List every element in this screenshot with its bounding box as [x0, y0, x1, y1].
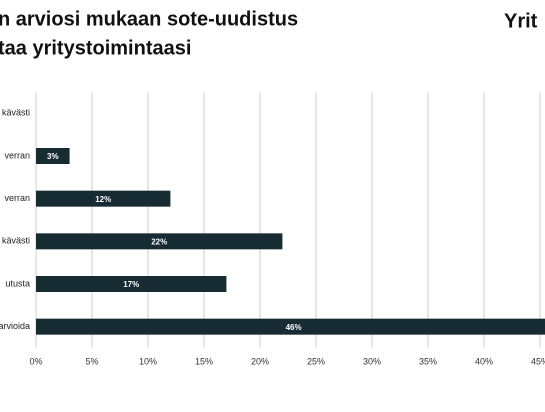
- x-tick-label: 10%: [139, 356, 157, 366]
- bar: [36, 148, 70, 164]
- y-tick-label: utusta: [5, 278, 30, 288]
- value-label: 46%: [286, 323, 302, 332]
- x-tick-label: 40%: [475, 356, 493, 366]
- brand: Yrit: [504, 10, 538, 32]
- value-label: 17%: [123, 280, 139, 289]
- bar: [36, 233, 283, 250]
- x-tick-label: 30%: [363, 356, 381, 366]
- y-tick-label: arvioida: [0, 321, 30, 331]
- x-tick-label: 0%: [29, 356, 42, 366]
- value-label: 12%: [95, 195, 111, 204]
- x-tick-label: 25%: [307, 356, 325, 366]
- chart-title: n arviosi mukaan sote-uudistus: [0, 8, 298, 30]
- x-tick-label: 45%: [531, 356, 545, 366]
- y-tick-label: kävästi: [2, 236, 30, 246]
- value-label: 22%: [151, 237, 167, 246]
- value-label: 3%: [47, 152, 59, 161]
- x-tick-label: 35%: [419, 356, 437, 366]
- bar: [36, 276, 227, 292]
- x-tick-label: 5%: [85, 356, 98, 366]
- y-tick-label: verran: [4, 193, 30, 203]
- x-tick-label: 15%: [195, 356, 213, 366]
- x-tick-label: 20%: [251, 356, 269, 366]
- y-tick-label: kävästi: [2, 108, 30, 118]
- bar: [36, 318, 545, 335]
- bar: [36, 190, 171, 207]
- chart-title: taa yritystoimintaasi: [0, 37, 191, 59]
- y-tick-label: verran: [4, 150, 30, 160]
